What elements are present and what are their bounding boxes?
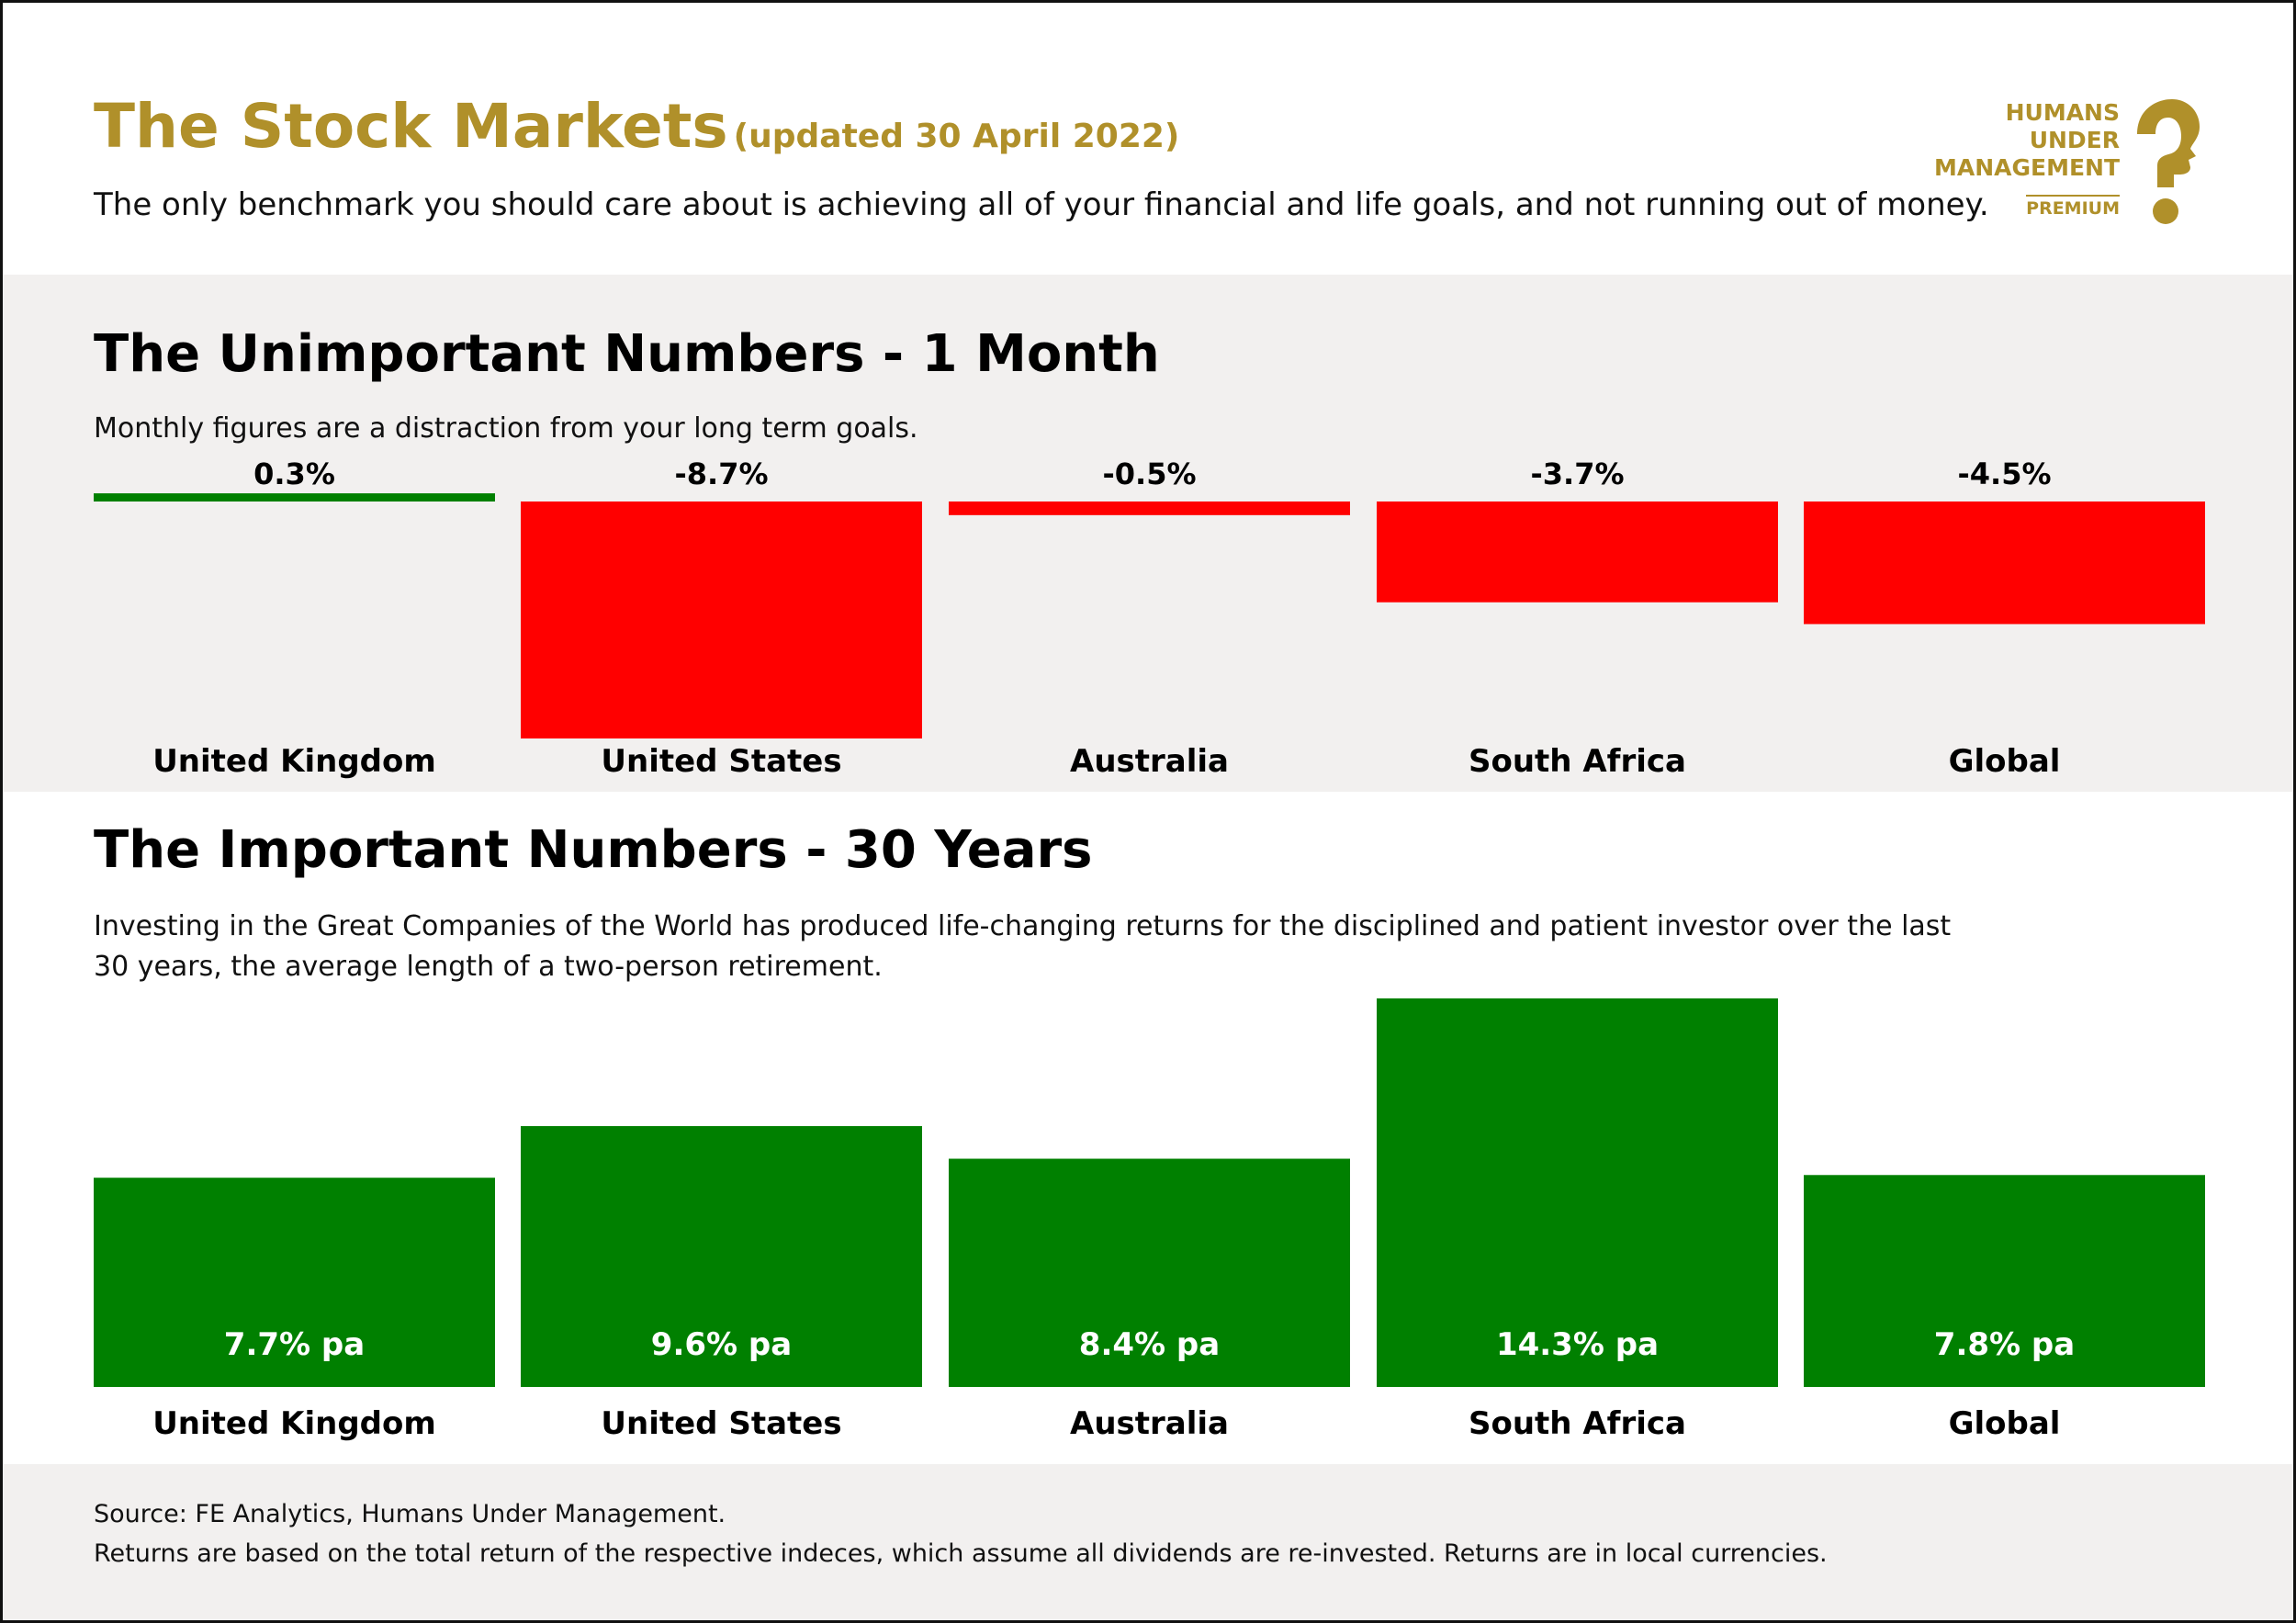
monthly-bar-1 [521,502,922,738]
long-term-bar-1 [521,1126,922,1387]
bar-charts: 0.3% United Kingdom -8.7% United States -0.5… [94,456,2205,1442]
long-term-bar-4 [1804,1175,2205,1387]
monthly-bar-0 [94,493,495,502]
monthly-value-label-3: -3.7% [1530,456,1624,491]
footer-note: Returns are based on the total return of… [94,1539,1828,1568]
long-term-subtitle-line-2: 30 years, the average length of a two-pe… [94,951,883,983]
long-term-subtitle-line-1: Investing in the Great Companies of the … [94,910,1952,942]
long-term-category-label-2: Australia [1070,1405,1229,1442]
monthly-value-label-4: -4.5% [1957,456,2051,491]
monthly-title: The Unimportant Numbers - 1 Month [94,324,1160,384]
long-term-title: The Important Numbers - 30 Years [94,820,1093,880]
monthly-bar-2 [949,502,1350,515]
logo-wordmark: HUMANS UNDER MANAGEMENT [1934,99,2120,182]
long-term-category-label-1: United States [601,1405,841,1442]
logo-line-3: MANAGEMENT [1933,154,2120,181]
long-term-bar-0 [94,1178,495,1387]
long-term-value-label-2: 8.4% pa [1079,1326,1220,1363]
monthly-category-label-3: South Africa [1469,743,1686,780]
monthly-bar-3 [1377,502,1778,603]
long-term-bar-3 [1377,998,1778,1387]
question-head-icon [2137,99,2200,224]
monthly-bar-4 [1804,502,2205,625]
footer-source: Source: FE Analytics, Humans Under Manag… [94,1500,726,1528]
long-term-category-label-4: Global [1949,1405,2061,1442]
brand-logo: HUMANS UNDER MANAGEMENT PREMIUM [1922,99,2225,228]
long-term-value-label-4: 7.8% pa [1934,1326,2075,1363]
header: The Stock Markets (updated 30 April 2022)… [3,3,2293,275]
page-title: The Stock Markets (updated 30 April 2022) [94,91,1180,162]
tagline: The only benchmark you should care about… [94,186,1989,223]
long-term-value-label-3: 14.3% pa [1496,1326,1659,1363]
monthly-category-label-0: United Kingdom [152,743,436,780]
long-term-value-label-0: 7.7% pa [224,1326,365,1363]
updated-date: (updated 30 April 2022) [733,118,1180,155]
monthly-value-label-0: 0.3% [253,456,335,491]
monthly-subtitle: Monthly figures are a distraction from y… [94,412,918,445]
footer-section [3,1464,2293,1620]
long-term-value-label-1: 9.6% pa [651,1326,792,1363]
logo-line-2: UNDER [2029,127,2120,153]
long-term-category-label-3: South Africa [1469,1405,1686,1442]
logo-premium: PREMIUM [2026,195,2120,219]
long-term-subtitle: Investing in the Great Companies of the … [94,907,1951,987]
long-term-category-label-0: United Kingdom [152,1405,436,1442]
logo-line-1: HUMANS [2005,99,2120,126]
monthly-value-label-1: -8.7% [674,456,768,491]
monthly-value-label-2: -0.5% [1102,456,1196,491]
monthly-category-label-1: United States [601,743,841,780]
monthly-category-label-2: Australia [1070,743,1229,780]
long-term-bar-2 [949,1158,1350,1387]
monthly-category-label-4: Global [1949,743,2061,780]
